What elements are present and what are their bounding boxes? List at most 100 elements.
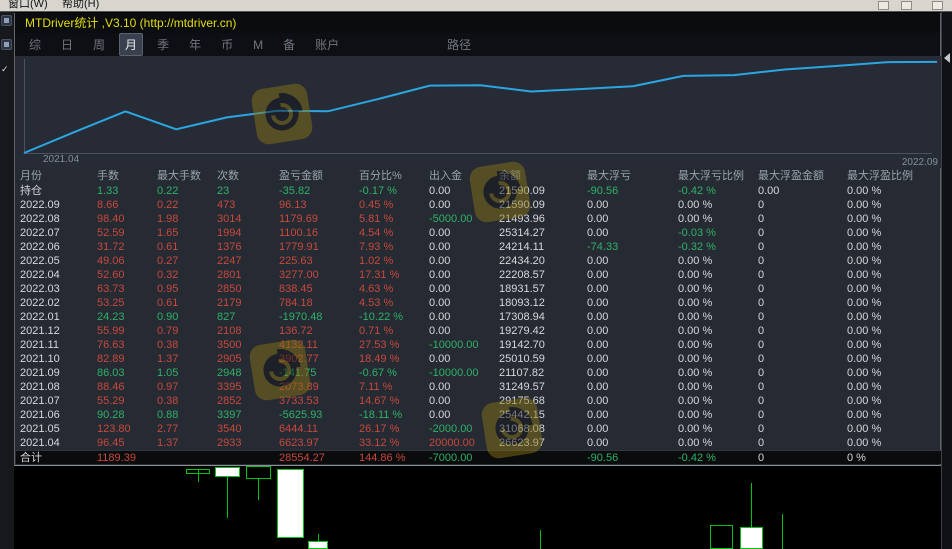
table-row[interactable]: 持仓 1.33 0.22 23 -35.82 -0.17 % 0.00 21590.09 -90… [16, 184, 941, 198]
table-cell: 827 [217, 311, 236, 323]
table-cell: 2108 [217, 325, 242, 337]
table-row[interactable]: 2021.12 55.99 0.79 2108 136.72 0.71 % 0.00 1927… [16, 324, 941, 338]
table-cell: 17308.94 [499, 311, 545, 323]
table-cell: 2022.08 [20, 213, 60, 225]
table-row[interactable]: 2021.11 76.63 0.38 3500 4132.11 27.53 % -10000… [16, 338, 941, 352]
toolbar-item-备[interactable]: 备 [283, 38, 296, 52]
table-cell: 0.00 [587, 423, 609, 435]
toolbar-item-季[interactable]: 季 [157, 38, 170, 52]
candle-wick [540, 530, 541, 549]
toolbar-item-周[interactable]: 周 [93, 38, 106, 52]
table-cell: 49.06 [97, 255, 125, 267]
table-cell: 473 [217, 199, 236, 211]
close-button[interactable] [932, 1, 943, 10]
maximize-button[interactable] [901, 1, 912, 10]
table-cell: 18093.12 [499, 297, 545, 309]
column-header: 最大浮盈金额 [758, 170, 824, 182]
table-cell: 0.00 [429, 227, 451, 239]
toolbar-item-M[interactable]: M [253, 37, 264, 52]
table-cell: 31249.57 [499, 381, 545, 393]
table-row[interactable]: 2022.02 53.25 0.61 2179 784.18 4.53 % 0.00 1809… [16, 296, 941, 310]
table-cell: 7.11 % [359, 381, 393, 393]
table-cell: 784.18 [279, 297, 313, 309]
toolbar-item-月[interactable]: 月 [119, 33, 144, 56]
table-cell: 0.00 [587, 325, 609, 337]
table-row[interactable]: 2021.06 90.28 0.88 3397 -5625.93 -18.11 % 0.00… [16, 408, 941, 422]
table-row[interactable]: 2022.06 31.72 0.61 1376 1779.91 7.93 % 0.00 242… [16, 240, 941, 254]
menu-help[interactable]: 帮助(H) [62, 0, 100, 10]
table-cell: 55.29 [97, 395, 125, 407]
table-cell: -35.82 [279, 185, 311, 197]
table-cell: 0.00 [429, 185, 451, 197]
table-row[interactable]: 2022.04 52.60 0.32 2801 3277.00 17.31 % 0.00 22… [16, 268, 941, 282]
table-cell: 0.00 [587, 297, 609, 309]
table-row[interactable]: 2021.10 82.89 1.37 2905 3902.77 18.49 % 0.00 25… [16, 352, 941, 366]
panel-collapse-arrow-icon[interactable] [944, 53, 950, 63]
table-row[interactable]: 2021.05 123.80 2.77 3540 6444.11 26.17 % -2000… [16, 422, 941, 436]
table-row[interactable]: 2021.08 88.46 0.97 3395 2073.89 7.11 % 0.00 312… [16, 380, 941, 394]
table-cell: 0 [758, 199, 765, 211]
table-cell: 0.00 [587, 227, 609, 239]
window-titlebar[interactable]: MTDriver统计 ,V3.10 (http://mtdriver.cn) [15, 13, 940, 33]
table-cell: 27.53 % [359, 339, 400, 351]
table-cell: 0.00 [587, 353, 609, 365]
table-cell: 0 [758, 395, 765, 407]
minimize-button[interactable] [878, 1, 889, 10]
table-row[interactable]: 2022.03 63.73 0.95 2850 838.45 4.63 % 0.00 1893… [16, 282, 941, 296]
table-cell: 0.00 % [847, 367, 882, 379]
table-cell: 3395 [217, 381, 242, 393]
candle-body [308, 541, 328, 549]
table-cell: 0.00 % [847, 255, 882, 267]
table-cell: 0 [758, 255, 765, 267]
table-cell: 31068.08 [499, 423, 545, 435]
table-cell: 0.00 % [678, 367, 713, 379]
table-cell: 98.40 [97, 213, 125, 225]
toolbar-item-日[interactable]: 日 [61, 38, 74, 52]
table-cell: 2022.03 [20, 283, 60, 295]
table-row[interactable]: 2022.09 8.66 0.22 473 96.13 0.45 % 0.00 21590.0… [16, 198, 941, 212]
table-cell: 0 [758, 269, 765, 281]
table-cell: 2179 [217, 297, 242, 309]
indicator-window-icon[interactable] [1, 39, 12, 50]
table-cell: 19279.42 [499, 325, 545, 337]
table-row[interactable]: 2022.05 49.06 0.27 2247 225.63 1.02 % 0.00 2243… [16, 254, 941, 268]
table-cell: 3014 [217, 213, 242, 225]
toolbar-item-年[interactable]: 年 [189, 38, 202, 52]
table-cell: 20000.00 [429, 437, 475, 449]
table-cell: 3902.77 [279, 353, 319, 365]
table-row[interactable]: 2022.01 24.23 0.90 827 -1970.48 -10.22 % 0.00 1… [16, 310, 941, 324]
table-cell: -18.11 % [359, 409, 403, 421]
table-row[interactable]: 2021.04 96.45 1.37 2933 6623.97 33.12 % 20000.… [16, 436, 941, 450]
table-cell: 33.12 % [359, 437, 400, 449]
table-cell: 8.66 [97, 199, 119, 211]
candle-body [215, 467, 240, 477]
table-cell: 1.05 [157, 367, 179, 379]
table-cell: 0.00 % [847, 241, 882, 253]
toolbar-item-综[interactable]: 综 [29, 38, 42, 52]
table-cell: 4.54 % [359, 227, 394, 239]
toolbar-item-账户[interactable]: 账户 [315, 38, 340, 52]
table-cell: 2022.09 [20, 199, 60, 211]
table-row[interactable]: 2022.07 52.59 1.65 1994 1100.16 4.54 % 0.00 253… [16, 226, 941, 240]
mtdriver-stats-window: MTDriver统计 ,V3.10 (http://mtdriver.cn) 综… [14, 13, 941, 466]
table-cell: 0.00 % [847, 199, 882, 211]
table-row[interactable]: 2021.07 55.29 0.38 2852 3733.53 14.67 % 0.00 29… [16, 394, 941, 408]
table-cell: 0.00 [587, 255, 609, 267]
table-cell: -10.22 % [359, 311, 404, 323]
table-cell: 0.00 [587, 367, 609, 379]
chart-window-icon[interactable] [1, 15, 12, 26]
table-cell: 2021.05 [20, 423, 60, 435]
candle-body [710, 525, 733, 549]
toolbar-item-path[interactable]: 路径 [447, 38, 472, 52]
table-total-row[interactable]: 合计 1189.39 28554.27 144.86 % -7000.00 -90.56 -… [16, 450, 941, 464]
table-cell [217, 451, 279, 464]
table-cell: 2850 [217, 283, 242, 295]
menu-window[interactable]: 窗口(W) [8, 0, 48, 10]
table-row[interactable]: 2022.08 98.40 1.98 3014 1179.69 5.81 % -5000.0… [16, 212, 941, 226]
table-row[interactable]: 2021.09 86.03 1.05 2948 -141.75 -0.67 % -10000… [16, 366, 941, 380]
toolbar-item-币[interactable]: 币 [221, 38, 234, 52]
table-cell: 0.00 % [847, 423, 882, 435]
table-cell: 1.33 [97, 185, 119, 197]
table-cell: 0.00 [587, 381, 609, 393]
table-cell: 0.00 % [847, 409, 882, 421]
